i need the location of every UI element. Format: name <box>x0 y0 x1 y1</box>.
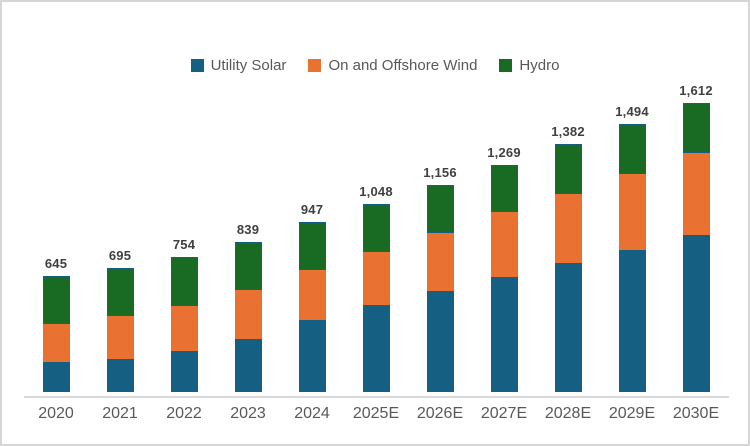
bar-total-label: 1,612 <box>679 83 713 99</box>
bar-segment-utility-solar-2020 <box>42 361 70 392</box>
bar-segment-hydro-2025e <box>362 204 390 253</box>
bar-segment-on-and-offshore-wind-2025e <box>362 252 390 305</box>
bar-segment-on-and-offshore-wind-2023 <box>234 290 262 339</box>
bar-segment-hydro-2026e <box>426 184 454 233</box>
bar-total-label: 1,494 <box>615 104 649 120</box>
stacked-bar <box>490 164 518 392</box>
x-axis-label-2020: 2020 <box>38 405 74 422</box>
bar-segment-on-and-offshore-wind-2030e <box>682 153 710 236</box>
bar-total-label: 645 <box>44 256 68 272</box>
bar-column-2024: 947 <box>280 202 344 392</box>
x-axis-label-2027e: 2027E <box>480 405 528 422</box>
bar-column-2020: 645 <box>24 256 88 392</box>
stacked-bar <box>106 267 134 392</box>
bar-column-2030e: 1,612 <box>664 83 728 392</box>
stacked-bar <box>170 256 198 392</box>
bar-segment-utility-solar-2021 <box>106 358 134 392</box>
bar-segment-on-and-offshore-wind-2024 <box>298 270 326 320</box>
x-axis-line <box>24 396 729 398</box>
bar-column-2023: 839 <box>216 222 280 392</box>
bar-segment-utility-solar-2028e <box>554 262 582 392</box>
bar-segment-on-and-offshore-wind-2020 <box>42 324 70 362</box>
x-axis-label-2025e: 2025E <box>352 405 400 422</box>
legend-item-on-and-offshore-wind: On and Offshore Wind <box>308 57 477 74</box>
bar-segment-hydro-2028e <box>554 144 582 194</box>
bar-segment-utility-solar-2023 <box>234 338 262 392</box>
bar-segment-hydro-2020 <box>42 276 70 325</box>
bar-segment-on-and-offshore-wind-2022 <box>170 306 198 351</box>
bar-segment-on-and-offshore-wind-2021 <box>106 315 134 359</box>
bar-segment-utility-solar-2025e <box>362 304 390 392</box>
bar-segment-hydro-2023 <box>234 241 262 291</box>
bar-segment-utility-solar-2024 <box>298 319 326 392</box>
bar-total-label: 839 <box>236 221 260 237</box>
bar-total-label: 1,156 <box>423 164 457 180</box>
bar-segment-on-and-offshore-wind-2029e <box>618 174 646 250</box>
stacked-bar <box>618 124 646 392</box>
bar-segment-utility-solar-2027e <box>490 276 518 392</box>
x-axis-label-2028e: 2028E <box>544 405 592 422</box>
stacked-bar <box>234 241 262 392</box>
bar-segment-on-and-offshore-wind-2028e <box>554 193 582 263</box>
bar-total-label: 947 <box>300 202 324 218</box>
x-axis-label-2023: 2023 <box>230 405 266 422</box>
bar-segment-hydro-2024 <box>298 222 326 271</box>
bar-segment-on-and-offshore-wind-2026e <box>426 232 454 292</box>
plot-area: 645 695 754 839 947 1,048 1,156 1,269 1,382 1,494… <box>24 83 728 392</box>
bar-segment-on-and-offshore-wind-2027e <box>490 211 518 277</box>
chart-legend: Utility Solar On and Offshore Wind Hydro <box>2 57 748 74</box>
legend-label: Utility Solar <box>210 57 287 74</box>
legend-swatch-icon <box>308 59 322 72</box>
x-axis-labels: 2020 2021 2022 2023 2024 2025E 2026E 2027E 2028E… <box>24 405 728 423</box>
bar-column-2027e: 1,269 <box>472 145 536 392</box>
bar-segment-hydro-2022 <box>170 256 198 307</box>
stacked-bar <box>362 204 390 392</box>
bar-column-2026e: 1,156 <box>408 165 472 392</box>
bar-segment-hydro-2021 <box>106 267 134 316</box>
stacked-bar <box>42 276 70 392</box>
bar-column-2029e: 1,494 <box>600 104 664 392</box>
x-axis-label-2024: 2024 <box>294 405 330 422</box>
bar-segment-hydro-2027e <box>490 164 518 212</box>
stacked-bar <box>554 144 582 392</box>
x-axis-label-2030e: 2030E <box>672 405 720 422</box>
legend-swatch-icon <box>499 59 513 72</box>
bar-column-2025e: 1,048 <box>344 184 408 392</box>
bar-total-label: 695 <box>108 247 132 263</box>
bar-column-2028e: 1,382 <box>536 124 600 392</box>
bar-segment-utility-solar-2026e <box>426 291 454 392</box>
bar-column-2022: 754 <box>152 237 216 392</box>
legend-label: Hydro <box>519 57 560 74</box>
bar-segment-utility-solar-2022 <box>170 350 198 392</box>
stacked-bar <box>682 103 710 392</box>
legend-swatch-icon <box>190 59 204 72</box>
bar-total-label: 754 <box>172 236 196 252</box>
bar-segment-utility-solar-2029e <box>618 249 646 392</box>
bar-segment-hydro-2030e <box>682 103 710 154</box>
bar-column-2021: 695 <box>88 248 152 392</box>
legend-label: On and Offshore Wind <box>328 57 478 74</box>
x-axis-label-2026e: 2026E <box>416 405 464 422</box>
bar-total-label: 1,048 <box>359 184 393 200</box>
x-axis-label-2029e: 2029E <box>608 405 656 422</box>
stacked-bar <box>426 184 454 392</box>
bar-total-label: 1,269 <box>487 144 521 160</box>
stacked-bar <box>298 222 326 392</box>
bar-total-label: 1,382 <box>551 124 585 140</box>
legend-item-hydro: Hydro <box>499 57 559 74</box>
legend-item-utility-solar: Utility Solar <box>190 57 287 74</box>
x-axis-label-2022: 2022 <box>166 405 202 422</box>
bar-segment-utility-solar-2030e <box>682 235 710 392</box>
x-axis-label-2021: 2021 <box>102 405 138 422</box>
bar-segment-hydro-2029e <box>618 124 646 174</box>
